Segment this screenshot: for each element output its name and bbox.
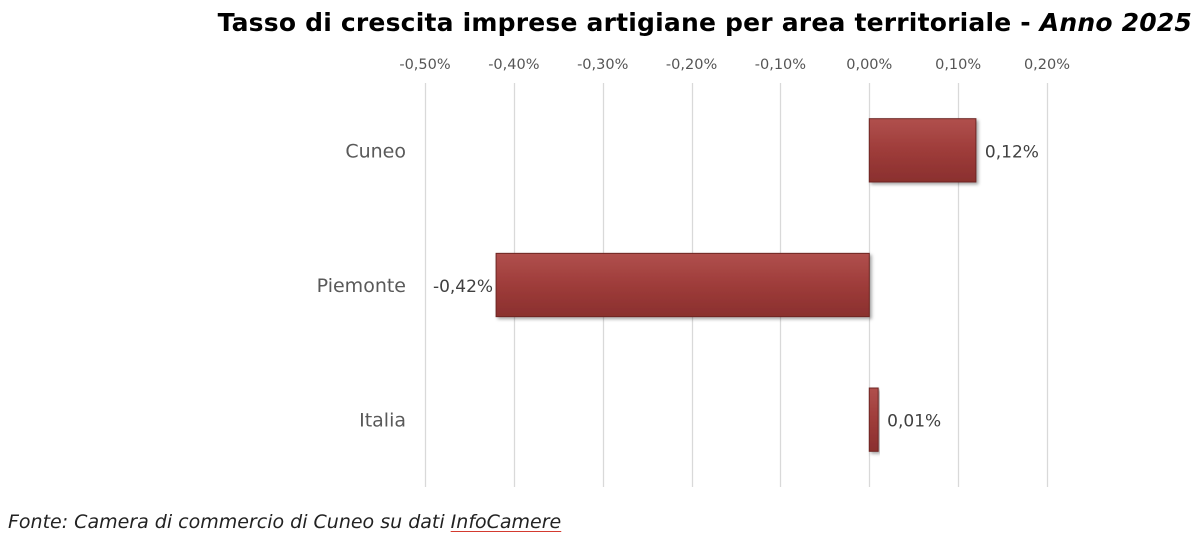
bars [495, 118, 977, 452]
x-tick-label: -0,10% [755, 57, 806, 73]
x-tick-label: 0,20% [1024, 57, 1070, 73]
source-prefix: Fonte: Camera di commercio di Cuneo su d… [8, 511, 451, 533]
x-tick-label: 0,00% [846, 57, 892, 73]
bar [495, 252, 870, 318]
bar-chart: -0,50% -0,40% -0,30% -0,20% -0,10% 0,00% 0,10%… [317, 57, 1070, 487]
x-tick-label: -0,50% [399, 57, 450, 73]
x-tick-label: 0,10% [935, 57, 981, 73]
x-tick-label: -0,20% [666, 57, 717, 73]
chart-title-main: Tasso di crescita imprese artigiane per … [217, 8, 1012, 37]
bar [868, 387, 879, 452]
x-tick-label: -0,30% [577, 57, 628, 73]
category-label: Piemonte [317, 275, 406, 297]
source-note: Fonte: Camera di commercio di Cuneo su d… [8, 511, 561, 533]
chart-title-year: Anno 2025 [1039, 8, 1192, 37]
data-label: 0,12% [985, 142, 1039, 162]
chart-title: Tasso di crescita imprese artigiane per … [218, 8, 1192, 37]
data-label: -0,42% [433, 277, 493, 297]
bar [868, 118, 977, 183]
x-axis-tick-labels: -0,50% -0,40% -0,30% -0,20% -0,10% 0,00% 0,10%… [399, 57, 1070, 73]
category-label: Cuneo [345, 140, 406, 162]
chart-title-separator: - [1011, 8, 1040, 37]
data-label: 0,01% [887, 412, 941, 432]
source-link-infocamere[interactable]: InfoCamere [450, 511, 562, 533]
x-tick-label: -0,40% [488, 57, 539, 73]
category-label: Italia [359, 410, 406, 432]
category-labels: Cuneo Piemonte Italia [317, 140, 406, 431]
data-labels: 0,12% -0,42% 0,01% [433, 142, 1039, 431]
